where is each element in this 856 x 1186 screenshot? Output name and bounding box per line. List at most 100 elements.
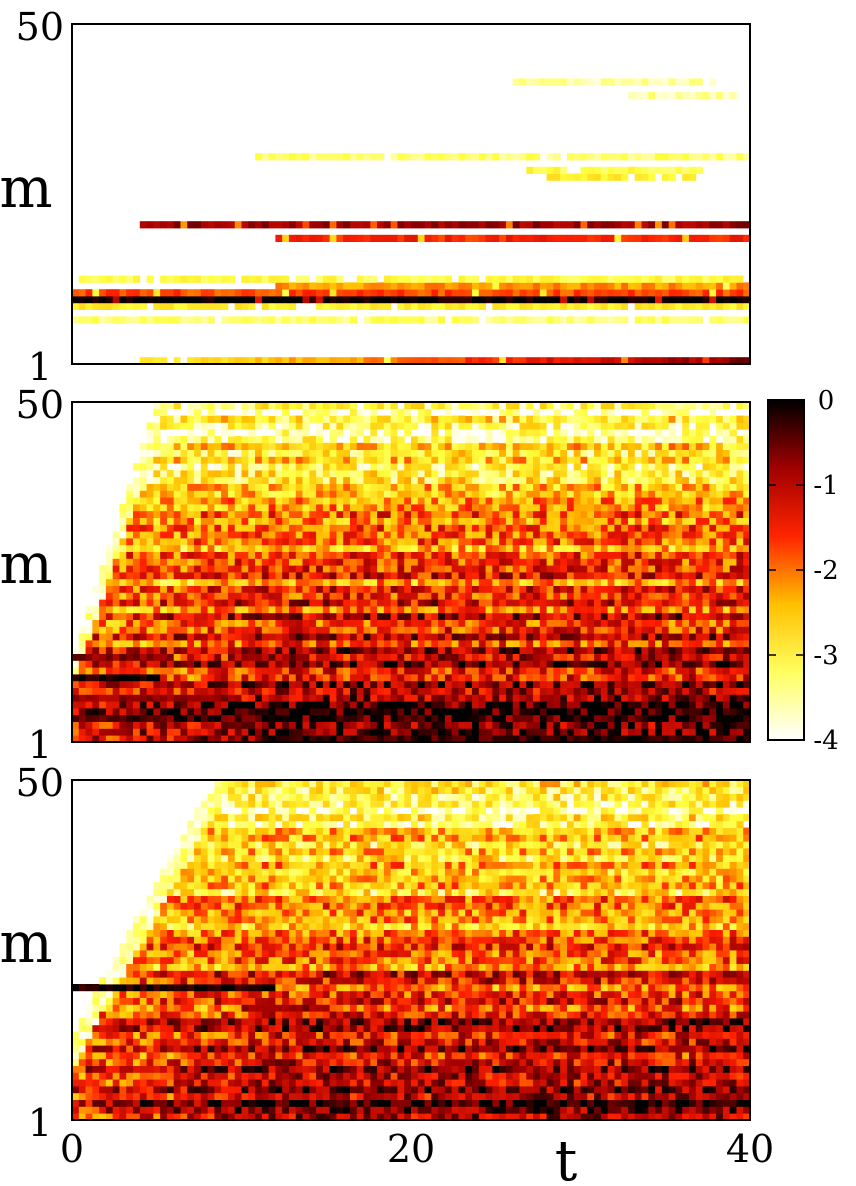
heatmap-cell [383,565,392,573]
heatmap-cell [458,735,466,743]
heatmap-cell [594,640,602,648]
heatmap-cell [688,680,697,688]
heatmap-cell [146,456,154,464]
heatmap-cell [173,646,181,654]
heatmap-cell [587,531,595,539]
heatmap-cell [105,606,114,614]
heatmap-cell [295,504,303,512]
heatmap-cell [621,551,629,559]
heatmap-cell [282,612,290,620]
heatmap-cell [716,282,724,290]
heatmap-cell [621,708,629,716]
heatmap-cell [716,296,724,304]
heatmap-cell [539,78,547,86]
heatmap-cell [485,565,493,573]
heatmap-cell [553,357,561,365]
heatmap-cell [505,721,514,729]
heatmap-cell [709,633,717,641]
heatmap-cell [566,456,575,464]
heatmap-cell [634,544,642,552]
heatmap-cell [444,490,453,498]
heatmap-cell [309,721,317,729]
heatmap-cell [329,667,337,675]
heatmap-cell [600,470,609,478]
heatmap-cell [248,735,256,743]
heatmap-cell [451,565,459,573]
heatmap-cell [336,531,344,539]
heatmap-cell [146,551,154,559]
heatmap-cell [390,544,398,552]
heatmap-cell [648,538,656,546]
heatmap-cell [363,510,371,518]
heatmap-cell [702,646,710,654]
heatmap-cell [363,592,371,600]
heatmap-cell [309,667,317,675]
heatmap-cell [736,721,744,729]
heatmap-cell [370,646,378,654]
heatmap-cell [587,524,595,532]
heatmap-cell [370,694,378,702]
heatmap-cell [573,653,581,661]
heatmap-cell [560,221,568,229]
heatmap-cell [600,674,609,682]
heatmap-cell [478,565,486,573]
heatmap-cell [621,735,629,743]
heatmap-cell [126,680,134,688]
heatmap-cell [411,674,419,682]
heatmap-cell [546,302,554,310]
heatmap-cell [214,680,222,688]
heatmap-cell [492,728,500,736]
heatmap-cell [302,701,310,709]
heatmap-cell [153,510,161,518]
heatmap-cell [166,483,175,491]
heatmap-cell [166,626,175,634]
heatmap-cell [560,531,568,539]
heatmap-cell [580,592,588,600]
heatmap-cell [526,674,534,682]
heatmap-cell [431,701,439,709]
heatmap-cell [600,483,609,491]
heatmap-cell [160,504,168,512]
heatmap-cell [248,633,256,641]
heatmap-cell [221,619,229,627]
heatmap-cell [207,674,215,682]
heatmap-cell [702,606,710,614]
heatmap-cell [282,504,290,512]
heatmap-cell [160,302,168,310]
heatmap-cell [465,640,473,648]
heatmap-cell [119,721,127,729]
heatmap-cell [105,612,114,620]
heatmap-cell [261,470,270,478]
heatmap-cell [343,538,351,546]
heatmap-cell [600,544,609,552]
heatmap-cell [444,714,453,722]
heatmap-cell [499,653,507,661]
heatmap-cell [173,599,181,607]
heatmap-cell [499,275,507,283]
heatmap-cell [255,544,263,552]
heatmap-cell [627,78,636,86]
heatmap-cell [166,592,175,600]
heatmap-cell [431,316,439,324]
heatmap-cell [451,633,459,641]
heatmap-cell [709,728,717,736]
heatmap-cell [288,585,297,593]
heatmap-cell [377,606,385,614]
heatmap-cell [661,708,670,716]
heatmap-cell [302,653,310,661]
heatmap-cell [587,517,595,525]
heatmap-cell [722,531,731,539]
heatmap-cell [146,538,154,546]
heatmap-cell [227,565,236,573]
heatmap-cell [661,282,670,290]
heatmap-cell [627,592,636,600]
heatmap-cell [675,640,683,648]
heatmap-cell [255,289,263,297]
heatmap-cell [648,166,656,174]
heatmap-cell [133,490,141,498]
heatmap-cell [458,694,466,702]
heatmap-cell [472,612,480,620]
heatmap-cell [166,708,175,716]
heatmap-cell [336,687,344,695]
heatmap-cell [160,524,168,532]
